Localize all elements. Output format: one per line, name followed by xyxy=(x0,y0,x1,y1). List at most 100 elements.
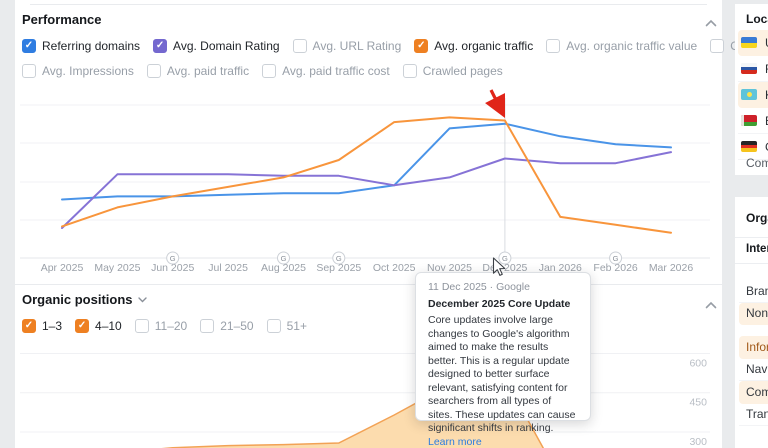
checkbox-label: Avg. organic traffic value xyxy=(566,39,698,53)
intent-row-non-branded[interactable]: Non-branded xyxy=(739,302,768,325)
checkbox-avg-paid-traffic-cost[interactable]: Avg. paid traffic cost xyxy=(262,64,390,78)
learn-more-link[interactable]: Learn more xyxy=(428,435,482,448)
checkbox-avg-url-rating[interactable]: Avg. URL Rating xyxy=(292,39,402,53)
checkbox-box xyxy=(266,319,281,333)
location-label: Russia xyxy=(765,62,768,76)
location-label: Ukraine xyxy=(765,36,768,50)
google-update-marker-icon: G xyxy=(609,251,623,265)
checkbox-label: 4–10 xyxy=(95,319,122,333)
series-avg-domain-rating xyxy=(61,151,672,229)
checkbox-box xyxy=(292,39,307,53)
x-axis-label: Feb 2026 xyxy=(593,262,638,274)
collapse-organic-positions-icon[interactable] xyxy=(705,296,719,309)
kazakhstan-flag-icon xyxy=(741,89,757,100)
panel-divider xyxy=(735,263,768,264)
mouse-cursor xyxy=(492,257,506,276)
series-avg-organic-traffic xyxy=(61,116,672,234)
checkbox-label: 21–50 xyxy=(220,319,254,333)
checkbox-box: ✓ xyxy=(75,319,90,333)
organic-positions-chart[interactable]: 600 450 300 xyxy=(15,335,722,448)
y-axis-label: 600 xyxy=(689,358,707,370)
x-axis-label: Jul 2025 xyxy=(208,262,248,274)
intent-row-commercial[interactable]: Commercial xyxy=(739,381,768,404)
location-row-kazakhstan[interactable]: Kazakhstan xyxy=(738,82,768,108)
checkbox-label: Avg. paid traffic cost xyxy=(282,64,390,78)
svg-text:G: G xyxy=(613,254,619,263)
location-row-russia[interactable]: Russia xyxy=(738,56,768,82)
x-axis-label: Aug 2025 xyxy=(261,262,306,274)
checkbox-label: Avg. paid traffic xyxy=(166,64,250,78)
svg-text:G: G xyxy=(170,254,176,263)
x-axis-label: Mar 2026 xyxy=(649,262,694,274)
russia-flag-icon xyxy=(741,63,757,74)
intent-row-navigational[interactable]: Navigational xyxy=(739,359,768,381)
performance-title: Performance xyxy=(22,12,102,27)
checkbox-avg-impressions[interactable]: Avg. Impressions xyxy=(22,64,134,78)
x-axis-label: Nov 2025 xyxy=(427,262,472,274)
checkbox-51[interactable]: 51+ xyxy=(266,319,307,333)
x-axis-label: Apr 2025 xyxy=(41,262,84,274)
collapse-performance-icon[interactable] xyxy=(705,14,719,27)
positions-filter-row: ✓ 1–3 ✓ 4–10 11–20 21–50 51+ xyxy=(22,319,307,333)
checkbox-box xyxy=(546,39,561,53)
locations-title: Locations xyxy=(746,12,768,26)
checkbox-box: ✓ xyxy=(153,39,168,53)
checkbox-4-10[interactable]: ✓ 4–10 xyxy=(75,319,122,333)
checkbox-21-50[interactable]: 21–50 xyxy=(200,319,254,333)
locations-panel: Locations Ukraine Russia Kazakhstan Bela… xyxy=(735,4,768,175)
panel-divider xyxy=(735,237,768,238)
x-axis-label: Jun 2025 xyxy=(151,262,194,274)
checkbox-avg-organic-traffic-value[interactable]: Avg. organic traffic value xyxy=(546,39,697,53)
google-update-marker-icon: G xyxy=(332,251,346,265)
intent-list: BrandedNon-branded InformationalNavigati… xyxy=(739,280,768,437)
performance-metrics-row-2: Avg. Impressions Avg. paid traffic Avg. … xyxy=(22,64,503,78)
section-divider xyxy=(15,284,722,285)
checkbox-referring-domains[interactable]: ✓ Referring domains xyxy=(22,39,140,53)
x-axis-label: Jan 2026 xyxy=(539,262,582,274)
google-update-marker-icon: G xyxy=(277,251,290,265)
tooltip-body: Core updates involve large changes to Go… xyxy=(428,314,578,448)
organic-keywords-title: Organic keywords xyxy=(746,211,768,225)
checkbox-label: Crawled pages xyxy=(422,64,503,78)
germany-flag-icon xyxy=(741,141,757,152)
checkbox-avg-organic-traffic[interactable]: ✓ Avg. organic traffic xyxy=(414,39,533,53)
checkbox-label: 1–3 xyxy=(42,319,63,333)
performance-panel: Performance ✓ Referring domains ✓ Avg. D… xyxy=(15,0,768,448)
checkbox-box xyxy=(402,64,417,78)
checkbox-box xyxy=(262,64,277,78)
checkbox-label: Avg. URL Rating xyxy=(312,39,402,53)
checkbox-box: ✓ xyxy=(22,39,36,53)
location-row-germany[interactable]: Germany xyxy=(738,134,768,160)
location-row-belarus[interactable]: Belarus xyxy=(738,108,768,134)
intent-column-header: Intent xyxy=(746,243,768,255)
series-referring-domains xyxy=(61,122,672,201)
checkbox-label: 11–20 xyxy=(154,319,188,333)
checkbox-label: Referring domains xyxy=(42,39,141,53)
location-row-ukraine[interactable]: Ukraine xyxy=(738,30,768,56)
checkbox-crawled-pages[interactable]: Crawled pages xyxy=(402,64,503,78)
checkbox-11-20[interactable]: 11–20 xyxy=(134,319,188,333)
compare-link[interactable]: Compare xyxy=(746,156,768,170)
y-axis-label: 300 xyxy=(689,436,707,448)
location-label: Germany xyxy=(765,140,768,154)
organic-positions-title[interactable]: Organic positions xyxy=(22,292,147,307)
google-update-marker-icon: G xyxy=(498,251,512,265)
intent-group: BrandedNon-branded xyxy=(739,280,768,325)
checkbox-avg-domain-rating[interactable]: ✓ Avg. Domain Rating xyxy=(153,39,280,53)
checkbox-box xyxy=(22,64,36,78)
svg-text:G: G xyxy=(502,254,508,263)
intent-row-informational[interactable]: Informational xyxy=(739,336,768,359)
checkbox-avg-paid-traffic[interactable]: Avg. paid traffic xyxy=(146,64,250,78)
checkbox-box xyxy=(134,319,149,333)
performance-chart[interactable]: Apr 2025 May 2025 Jun 2025 Jul 2025 Aug 2025… xyxy=(15,90,722,293)
intent-group: InformationalNavigationalCommercialTrans… xyxy=(739,336,768,426)
checkbox-box: ✓ xyxy=(414,39,429,53)
intent-row-transactional[interactable]: Transactional xyxy=(739,404,768,426)
tooltip-date: 11 Dec 2025 · Google xyxy=(428,281,530,293)
intent-row-branded[interactable]: Branded xyxy=(739,280,768,303)
x-axis-label: May 2025 xyxy=(94,262,140,274)
checkbox-1-3[interactable]: ✓ 1–3 xyxy=(22,319,62,333)
svg-text:G: G xyxy=(281,254,287,263)
checkbox-box xyxy=(710,39,725,53)
checkbox-label: Avg. Impressions xyxy=(42,64,134,78)
